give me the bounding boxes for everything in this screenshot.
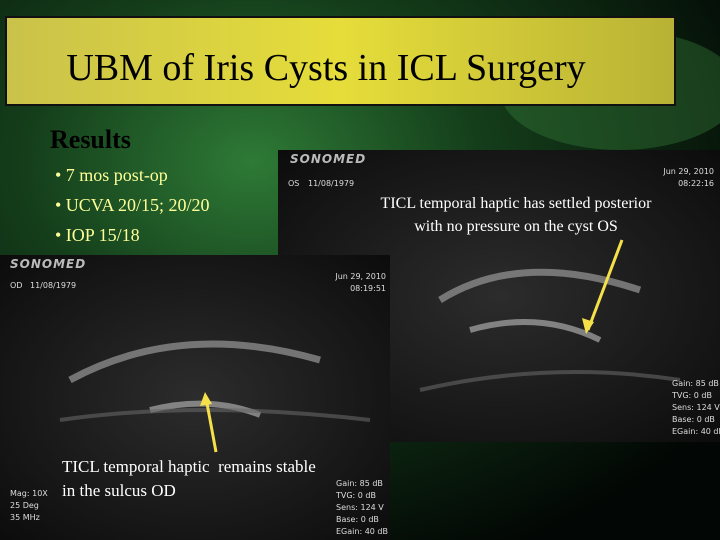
caption: in the sulcus OD xyxy=(62,481,176,500)
time: 08:19:51 xyxy=(350,284,386,293)
probe: Mag: 10X xyxy=(10,489,48,498)
caption: with no pressure on the cyst OS xyxy=(414,218,618,235)
setting: Base: 0 dB xyxy=(336,515,379,524)
probe: 35 MHz xyxy=(10,513,40,522)
setting: EGain: 40 dB xyxy=(336,527,388,536)
echo xyxy=(419,370,681,392)
caption: TICL temporal haptic has settled posteri… xyxy=(381,195,653,212)
time: 08:22:16 xyxy=(678,179,714,188)
echo xyxy=(469,319,602,343)
setting: TVG: 0 dB xyxy=(671,391,712,400)
date: Jun 29, 2010 xyxy=(662,167,714,176)
setting: Gain: 85 dB xyxy=(672,379,719,388)
arrow-head xyxy=(582,318,594,334)
title: UBM of Iris Cysts in ICL Surgery xyxy=(66,47,585,89)
scan xyxy=(0,255,390,540)
arrow xyxy=(204,397,218,453)
setting: EGain: 40 dB xyxy=(672,427,720,436)
arrow-head xyxy=(200,392,212,406)
probe: 25 Deg xyxy=(10,501,39,510)
dob: 11/08/1979 xyxy=(308,179,354,188)
eye: OD xyxy=(10,281,22,290)
echo xyxy=(68,340,321,384)
dob: 11/08/1979 xyxy=(30,281,76,290)
setting: Base: 0 dB xyxy=(672,415,715,424)
bullet: • IOP 15/18 xyxy=(55,225,140,245)
results-heading: Results xyxy=(50,125,131,154)
setting: Sens: 124 V xyxy=(336,503,384,512)
setting: Gain: 85 dB xyxy=(336,479,383,488)
eye: OS xyxy=(288,179,299,188)
caption: TICL temporal haptic remains stable xyxy=(62,457,316,476)
brand: SONOMED xyxy=(290,152,366,166)
brand: SONOMED xyxy=(10,257,86,271)
arrow xyxy=(586,239,624,331)
bullet: • 7 mos post-op xyxy=(55,165,168,185)
echo xyxy=(438,268,642,303)
setting: Sens: 124 V xyxy=(672,403,720,412)
ultrasound-od: SONOMED OD 11/08/1979 Jun 29, 2010 08:19… xyxy=(0,255,390,540)
bullet: • UCVA 20/15; 20/20 xyxy=(55,195,210,215)
date: Jun 29, 2010 xyxy=(334,272,386,281)
setting: TVG: 0 dB xyxy=(335,491,376,500)
title-box xyxy=(5,16,676,106)
